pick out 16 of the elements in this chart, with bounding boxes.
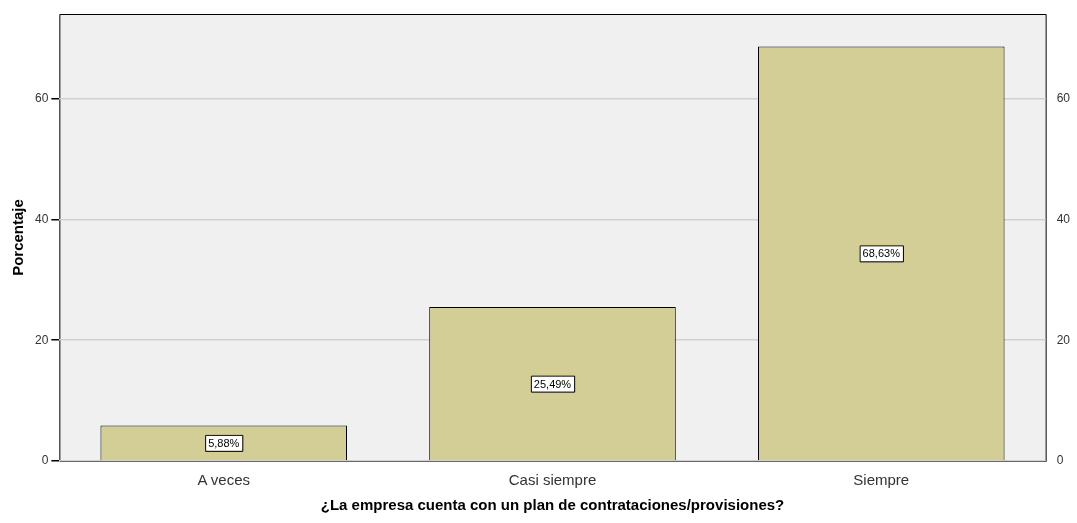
data-label: 25,49% (533, 377, 572, 390)
y-tick-label: 60 (34, 90, 49, 105)
x-tick-label: A veces (197, 471, 250, 489)
data-label: 5,88% (208, 436, 240, 449)
data-label: 68,63% (862, 247, 901, 260)
x-axis-title: ¿La empresa cuenta con un plan de contrataciones/provisiones? (320, 496, 785, 514)
y-tick-label: 0 (41, 453, 49, 468)
y-tick-label: 40 (34, 211, 49, 226)
x-tick-label: Casi siempre (508, 471, 597, 489)
y-tick-label: 20 (34, 332, 49, 347)
y-axis-title: Porcentaje (9, 199, 27, 276)
y2-tick-label: 40 (1056, 211, 1071, 226)
y2-tick-label: 0 (1056, 453, 1064, 468)
y2-tick-label: 60 (1056, 90, 1071, 105)
x-tick-label: Siempre (853, 471, 910, 489)
y2-tick-label: 20 (1056, 332, 1071, 347)
